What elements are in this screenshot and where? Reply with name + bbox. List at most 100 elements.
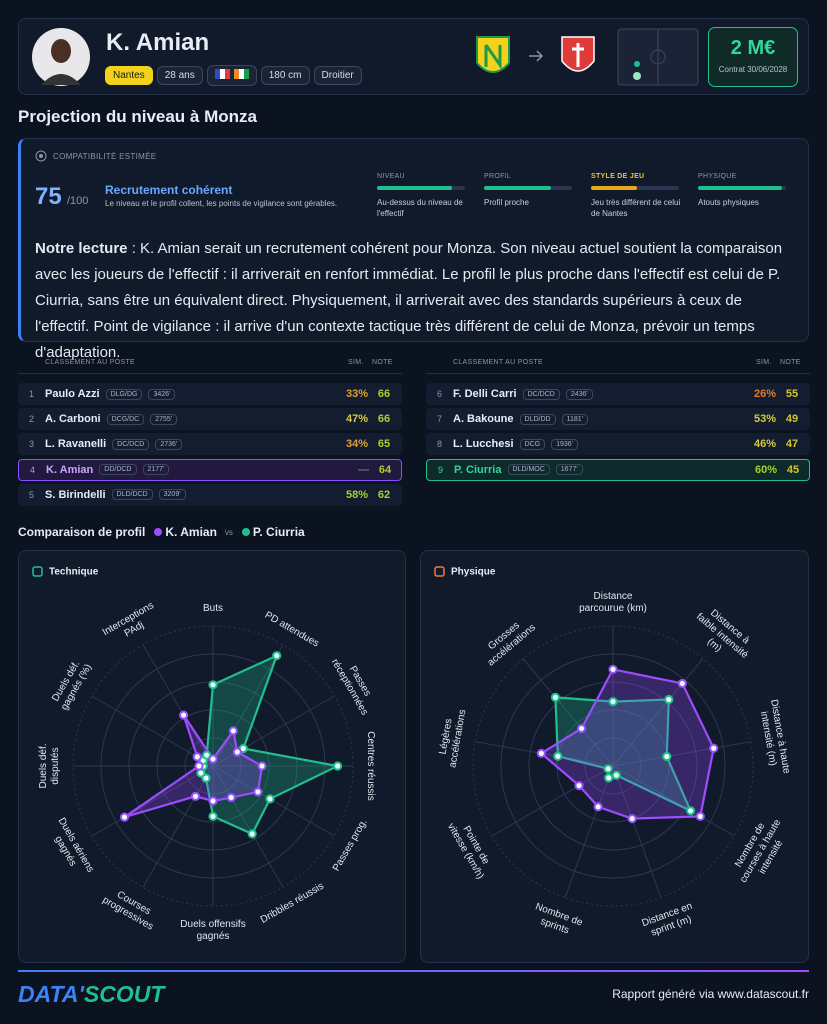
axis-label: Distance àfaible intensité(m): [686, 602, 758, 670]
radar-point: [553, 751, 563, 761]
chart-title: Physique: [451, 567, 496, 578]
brand: DATA'SCOUT: [18, 981, 164, 1008]
radar-spoke: [491, 765, 614, 837]
rank: 5: [28, 489, 34, 500]
player: K. Amian: [46, 463, 94, 476]
comparison-title: Comparaison de profil: [18, 525, 146, 539]
age-chip: 28 ans: [156, 66, 203, 85]
radar-spoke: [91, 765, 214, 837]
minutes: 3209': [158, 489, 186, 501]
avatar: [32, 28, 90, 86]
reading: Notre lecture : K. Amian serait un recru…: [35, 236, 795, 366]
flags-chip: [206, 65, 257, 86]
radar-point: [593, 802, 603, 812]
axis-label: Grossesaccélérations: [478, 613, 538, 668]
position: DLG/DG: [105, 388, 143, 400]
radar-point: [226, 792, 236, 803]
axis-label: Duels déf.disputés: [38, 743, 61, 788]
player: A. Bakoune: [453, 413, 514, 426]
radar-spoke: [91, 695, 214, 767]
note: 45: [786, 463, 800, 476]
rank: 1: [28, 389, 34, 399]
radar-point: [272, 651, 282, 661]
player: P. Ciurria: [454, 463, 502, 476]
chart-icon: [32, 566, 43, 577]
table-header: CLASSEMENT AU POSTE: [45, 359, 135, 366]
radar-chart: Technique Buts PD attenduesPassesréception…: [32, 566, 376, 942]
axis-label: Passes prog.: [331, 817, 370, 873]
table-rule: [426, 373, 810, 374]
minutes: 2177': [142, 464, 170, 476]
radar-point: [677, 678, 687, 689]
table-header: SIM.: [756, 359, 772, 366]
axis-label: Pointe devitesse (km/h): [445, 815, 496, 880]
position: DLD/MOC: [507, 464, 550, 476]
radar-point: [119, 812, 130, 822]
sim: 58%: [345, 488, 368, 501]
criterion-label: STYLE DE JEU: [591, 173, 645, 180]
axis-label: Duels déf.gagnés (%): [48, 656, 93, 712]
ranking-row: 2 A. Carboni DCG/DC 2755' 47% 66: [18, 408, 402, 431]
ranking-row: 8 L. Lucchesi DCG 1936' 46% 47: [426, 433, 810, 456]
radar-point: [709, 743, 719, 753]
radar-point: [192, 752, 202, 762]
criterion-text: Au-dessus du niveau de l'effectif: [377, 198, 463, 218]
player: S. Birindelli: [45, 488, 106, 501]
foot-chip: Droitier: [313, 66, 362, 85]
player: F. Delli Carri: [453, 388, 517, 400]
radar-point: [201, 773, 211, 783]
radar-point: [664, 694, 674, 705]
axis-label: InterceptionsPAdj: [101, 600, 162, 649]
sim: 53%: [753, 413, 776, 426]
player: L. Lucchesi: [453, 438, 514, 451]
minutes: 1936': [551, 438, 579, 450]
radar-spoke: [212, 644, 284, 767]
axis-label: PD attendues: [263, 609, 321, 649]
radar-point: [202, 750, 212, 760]
axis-label: Nombre decourses à hauteintensité: [727, 811, 793, 891]
radar-point: [194, 761, 204, 771]
criterion-text: Profil proche: [484, 198, 529, 207]
radar-spoke: [212, 695, 335, 767]
radar-point: [232, 747, 242, 757]
sim: 26%: [753, 388, 776, 400]
radar-card: Technique Buts PD attendues Passesréception…: [18, 550, 406, 963]
mini-pitch: [617, 28, 699, 86]
criterion-bar: [484, 186, 551, 190]
table-header: CLASSEMENT AU POSTE: [453, 359, 543, 366]
radar-point: [574, 781, 584, 791]
compat-icon: [35, 150, 47, 162]
chart-title: Technique: [49, 567, 99, 578]
criterion-bar: [377, 186, 452, 190]
axis-label: Duels offensifs gagnés: [180, 919, 245, 942]
verdict-summary: Le niveau et le profil collent, les poin…: [105, 199, 338, 208]
criterion-label: PHYSIQUE: [698, 173, 737, 180]
ranking-row: 4 K. Amian DD/DCD 2177' — 64: [18, 458, 402, 481]
legend-vs: vs: [224, 527, 233, 537]
criterion-text: Jeu très différent de celui de Nantes: [591, 198, 681, 218]
radar-point: [608, 697, 618, 707]
radar-spoke: [612, 765, 735, 837]
radar-point: [685, 806, 696, 816]
legend-swatch: [154, 528, 163, 536]
minutes: 2755': [150, 413, 178, 425]
position: DCG: [519, 438, 546, 450]
axis-label: Dribbles réussis: [259, 880, 326, 925]
note: 66: [377, 413, 391, 426]
radar-spoke: [212, 765, 284, 888]
axis-label: Coursesprogressives: [101, 884, 162, 932]
minutes: 1181': [561, 413, 588, 425]
axis-label: Distance parcourue (km): [579, 591, 647, 614]
radar-point: [662, 751, 672, 762]
axis-label: Distance ensprint (m): [640, 900, 697, 940]
rank: 2: [28, 414, 34, 425]
note: 55: [785, 388, 799, 400]
rank: 6: [436, 389, 442, 399]
radar-point: [265, 794, 275, 804]
radar-chart: Physique Distance parcourue (km) Distance à…: [434, 566, 793, 940]
radar-point: [576, 723, 587, 734]
axis-label: Centres réussis: [365, 731, 376, 800]
radar-point: [208, 754, 218, 764]
header-card: K. Amian Nantes 28 ans 180 cm Droitier 2…: [18, 18, 809, 95]
